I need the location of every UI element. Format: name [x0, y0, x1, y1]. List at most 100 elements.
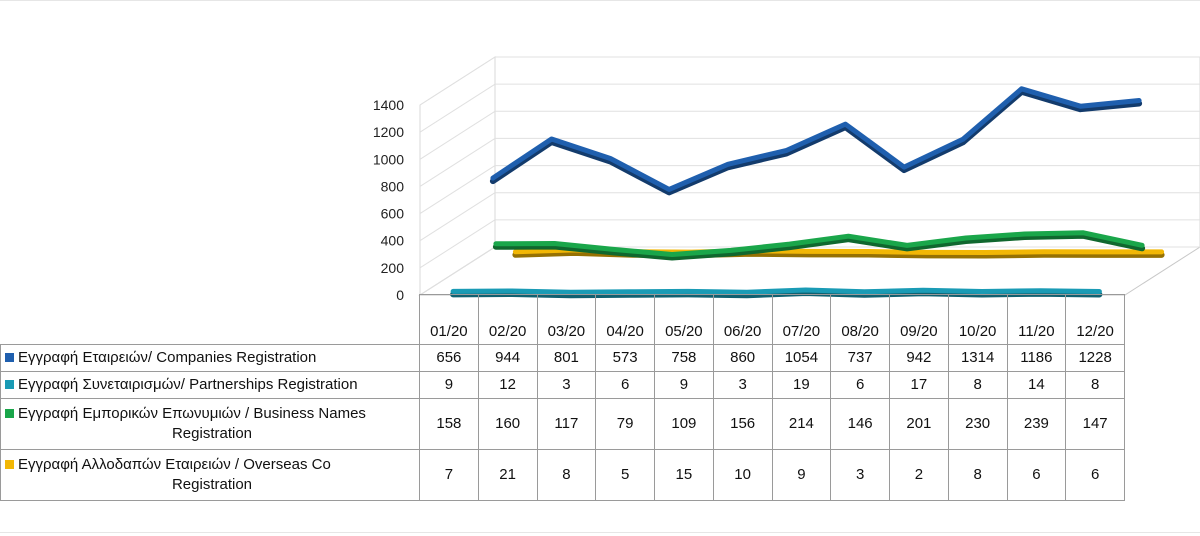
data-label: 9: [771, 449, 832, 501]
data-point: [961, 137, 965, 141]
data-label: 758: [654, 344, 714, 372]
data-label: 9: [654, 371, 714, 399]
data-point: [667, 187, 671, 191]
data-label: 147: [1065, 398, 1125, 450]
data-label: 1186: [1006, 344, 1067, 372]
data-point: [902, 165, 906, 169]
table-row: Εγγραφή Εταιρειών/ Companies Registratio…: [0, 344, 1125, 372]
data-label: 17: [889, 371, 949, 399]
data-label: 10: [712, 449, 773, 501]
gridline-side: [419, 138, 496, 187]
series-layer: [450, 86, 1165, 299]
data-point: [1020, 87, 1024, 91]
data-label: 6: [830, 371, 890, 399]
data-label: 6: [1006, 449, 1067, 501]
data-point: [611, 247, 615, 251]
data-label: 1228: [1065, 344, 1125, 372]
data-point: [788, 242, 792, 246]
y-tick-label: 400: [381, 233, 405, 249]
series-line-shadow: [492, 232, 1146, 261]
y-tick-label: 1000: [373, 151, 404, 167]
data-point: [1023, 232, 1027, 236]
data-label: 12: [477, 371, 538, 399]
data-label: 9: [419, 371, 479, 399]
data-label: 6: [1065, 449, 1125, 501]
data-point: [670, 253, 674, 256]
legend-label: Εγγραφή Εμπορικών Επωνυμιών / Business N…: [18, 405, 366, 422]
gridline-side: [419, 83, 496, 133]
data-point: [983, 251, 987, 254]
data-label: 656: [419, 344, 479, 372]
data-point: [925, 250, 929, 254]
data-label: 1054: [771, 344, 832, 372]
data-label: 156: [712, 398, 773, 450]
x-tick-label: 03/20: [536, 294, 597, 345]
legend-label: Εγγραφή Συνεταιρισμών/ Partnerships Regi…: [18, 376, 358, 393]
data-point: [905, 243, 909, 247]
legend-entry: Εγγραφή Συνεταιρισμών/ Partnerships Regi…: [0, 371, 420, 399]
x-tick-label: 07/20: [771, 294, 832, 345]
data-point: [921, 288, 925, 292]
gridline-side: [419, 192, 496, 242]
gridline-side: [419, 56, 496, 106]
data-label: 8: [947, 371, 1008, 399]
data-label: 8: [1065, 371, 1125, 399]
legend-label: Εγγραφή Εταιρειών/ Companies Registratio…: [18, 349, 317, 366]
data-point: [846, 234, 850, 238]
table-row: Εγγραφή Συνεταιρισμών/ Partnerships Regi…: [0, 371, 1125, 399]
y-tick-label: 800: [381, 178, 405, 194]
gridline-side: [419, 219, 496, 269]
data-label: 117: [536, 398, 597, 450]
data-label: 109: [654, 398, 714, 450]
data-label: 942: [889, 344, 949, 372]
series-1: [489, 86, 1143, 196]
data-label: 573: [595, 344, 655, 372]
data-point: [491, 176, 495, 180]
gridline-side: [419, 246, 496, 296]
chart-walls: [418, 56, 1200, 296]
x-tick-label: 12/20: [1065, 294, 1125, 345]
legend-key-swatch: [5, 380, 14, 389]
data-label: 3: [536, 371, 597, 399]
data-label: 230: [947, 398, 1008, 450]
data-point: [608, 157, 612, 160]
legend-label: Εγγραφή Αλλοδαπών Εταιρειών / Overseas C…: [18, 456, 331, 473]
data-point: [686, 289, 690, 293]
data-point: [1039, 289, 1043, 293]
data-label: 14: [1006, 371, 1067, 399]
x-tick-label: 04/20: [595, 294, 655, 345]
data-label: 3: [830, 449, 890, 501]
table-row: Εγγραφή Αλλοδαπών Εταιρειών / Overseas C…: [0, 449, 1125, 501]
data-point: [513, 250, 517, 254]
data-point: [1140, 243, 1144, 247]
x-tick-label: 06/20: [712, 294, 773, 345]
data-point: [550, 137, 554, 141]
data-point: [627, 290, 631, 294]
table-month-row: 01/20 02/20 03/20 04/20 05/20 06/20 07/20 08/20…: [0, 294, 1125, 345]
data-label: 8: [536, 449, 597, 501]
y-tick-label: 1400: [373, 97, 404, 113]
x-tick-label: 08/20: [830, 294, 890, 345]
data-point: [785, 148, 789, 152]
frame-top-border: [0, 0, 1200, 1]
side-wall: [419, 56, 496, 296]
back-wall: [494, 56, 1200, 248]
data-point: [553, 242, 557, 245]
table-corner: [0, 294, 420, 345]
data-point: [1137, 99, 1141, 102]
gridline-side: [419, 110, 496, 160]
data-label: 801: [536, 344, 597, 372]
data-point: [1078, 104, 1082, 108]
frame-bottom-border: [0, 532, 1200, 533]
data-label: 8: [947, 449, 1008, 501]
data-label: 79: [595, 398, 655, 450]
series-line: [493, 230, 1145, 257]
data-label: 944: [477, 344, 538, 372]
data-point: [726, 162, 730, 166]
series-line: [450, 287, 1102, 295]
data-point: [729, 248, 733, 252]
data-point: [1081, 231, 1085, 235]
data-label: 3: [712, 371, 773, 399]
